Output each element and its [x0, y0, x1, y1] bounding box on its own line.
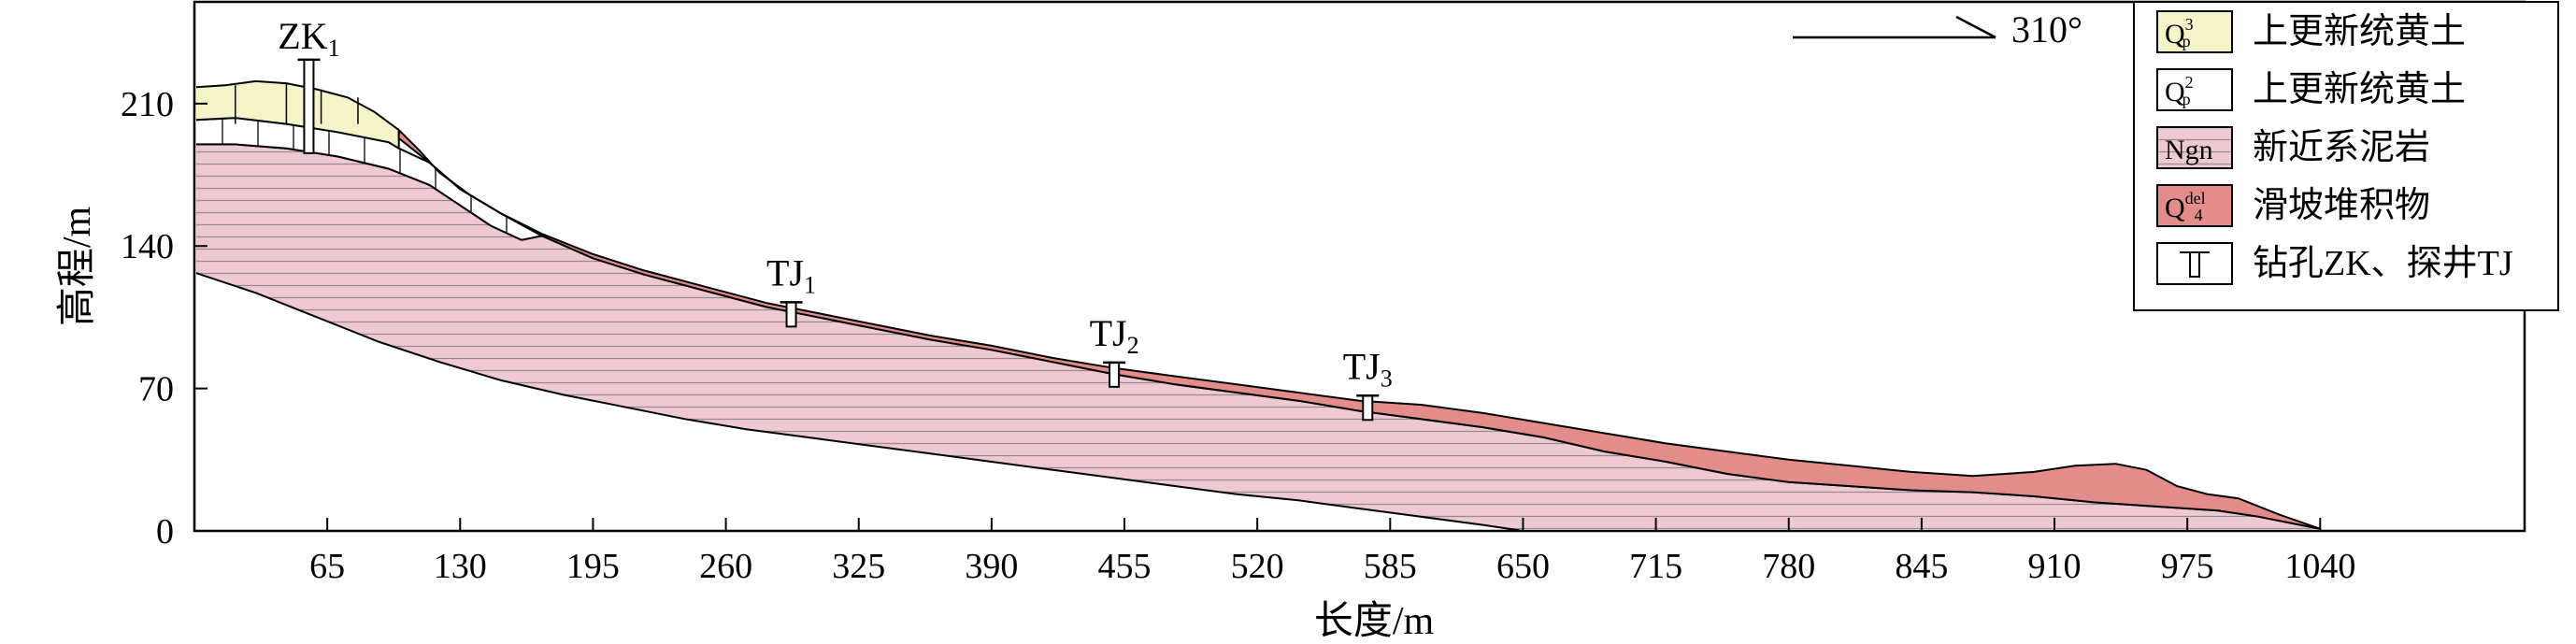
x-axis-label: 长度/m [1314, 600, 1435, 643]
direction-arrow-icon [1955, 15, 1996, 39]
y-tick-label: 140 [121, 227, 174, 266]
boreholes: ZK1 TJ1 TJ2 TJ3 [278, 15, 1393, 422]
legend-symbol: Ngn [2165, 135, 2213, 165]
slide-deposit-layer [397, 127, 2321, 530]
legend-label: 滑坡堆积物 [2253, 186, 2430, 225]
x-tick-label: 325 [832, 547, 885, 586]
x-tick-label: 390 [965, 547, 1018, 586]
borehole-marker [303, 58, 315, 154]
borehole-label: ZK1 [278, 15, 339, 62]
legend-swatch [2156, 126, 2233, 169]
x-tick-label: 65 [309, 547, 345, 586]
borehole-marker [785, 301, 797, 328]
y-axis-ticks: 0 70 140 210 [121, 85, 208, 551]
legend-symbol: Qdel 4 [2165, 189, 2206, 224]
direction-indicator: 310° [1793, 8, 2082, 50]
borehole-icon [2180, 251, 2210, 278]
legend-label: 上更新统黄土 [2253, 70, 2466, 109]
x-tick-label: 130 [434, 547, 487, 586]
x-axis-ticks: 65 130 195 260 325 390 455 520 585 650 715 780 845 91… [309, 518, 2355, 586]
mudstone-layer [196, 143, 2322, 531]
direction-label: 310° [2011, 8, 2082, 50]
x-tick-label: 715 [1629, 547, 1682, 586]
x-tick-label: 910 [2028, 547, 2082, 586]
legend-symbol: Q2 p [2165, 73, 2194, 108]
x-tick-label: 260 [699, 547, 752, 586]
borehole-label: TJ2 [1090, 312, 1139, 359]
legend-swatch [2156, 68, 2233, 111]
borehole-marker [1362, 394, 1374, 422]
x-tick-label: 845 [1895, 547, 1948, 586]
legend-swatch [2156, 184, 2233, 227]
borehole-marker [1109, 361, 1121, 388]
x-tick-label: 975 [2161, 547, 2214, 586]
legend-symbol: Q3 p [2165, 15, 2194, 50]
y-tick-label: 210 [121, 85, 174, 124]
y-tick-label: 70 [138, 370, 174, 409]
x-tick-label: 195 [566, 547, 620, 586]
x-tick-label: 455 [1098, 547, 1152, 586]
x-tick-label: 585 [1364, 547, 1417, 586]
legend-swatch [2156, 242, 2233, 285]
borehole-label: TJ3 [1343, 345, 1393, 392]
x-tick-label: 1040 [2284, 547, 2355, 586]
legend: Q3 p 上更新统黄土 Q2 p 上更新统黄土 Ngn 新近系泥岩 Qdel 4 滑坡堆积物钻孔ZK… [2133, 1, 2559, 311]
x-tick-label: 520 [1231, 547, 1284, 586]
y-axis-label: 高程/m [56, 207, 99, 327]
x-tick-label: 780 [1762, 547, 1815, 586]
legend-label: 上更新统黄土 [2253, 12, 2466, 51]
y-tick-label: 0 [156, 512, 174, 551]
legend-label: 钻孔ZK、探井TJ [2253, 244, 2513, 283]
borehole-label: TJ1 [766, 251, 816, 298]
geologic-layers [196, 79, 2362, 531]
x-tick-label: 650 [1496, 547, 1550, 586]
legend-swatch [2156, 10, 2233, 53]
legend-label: 新近系泥岩 [2253, 128, 2430, 167]
